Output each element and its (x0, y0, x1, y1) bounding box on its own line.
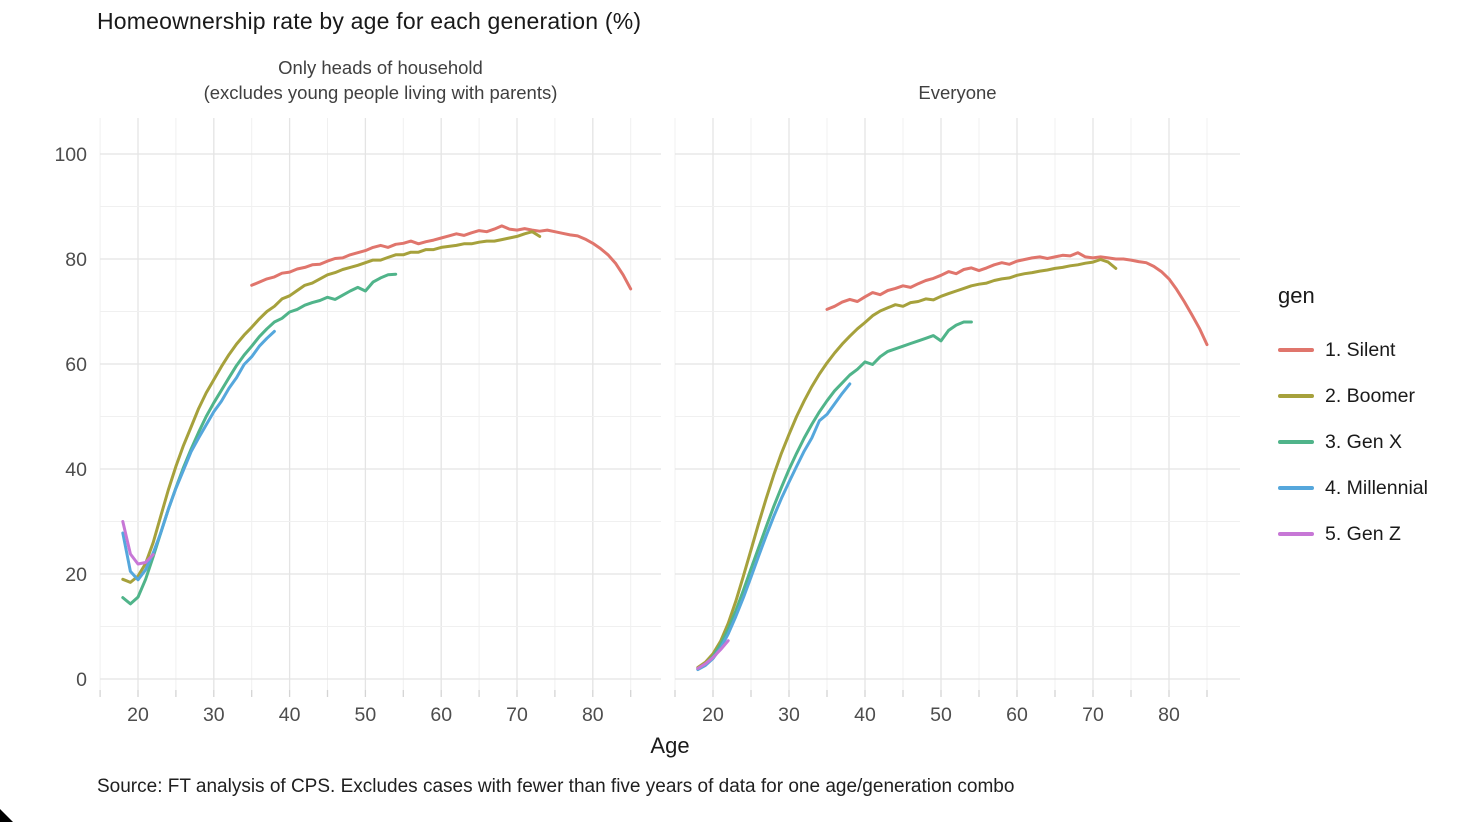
facet-title-line1: Everyone (918, 82, 997, 103)
x-tick-label: 60 (430, 704, 452, 726)
y-tick-label: 100 (54, 144, 87, 166)
y-tick-label: 80 (65, 249, 87, 271)
legend-key-line-genz (1278, 532, 1314, 536)
legend-key-line-millennial (1278, 486, 1314, 490)
series-line-genz (121, 520, 155, 566)
series-line-genx (696, 320, 973, 671)
y-tick-label: 20 (65, 564, 87, 586)
series-line-genz (696, 639, 730, 670)
legend-label: 3. Gen X (1325, 430, 1402, 453)
legend-key-line-genx (1278, 440, 1314, 444)
x-tick-label: 40 (854, 704, 876, 726)
facet-title-line1: Only heads of household (278, 57, 483, 78)
legend-label: 4. Millennial (1325, 476, 1428, 499)
legend-title: gen (1278, 283, 1315, 308)
series-line-boomer (696, 258, 1118, 669)
legend-label: 5. Gen Z (1325, 522, 1401, 545)
series-line-silent (250, 224, 633, 291)
series-line-genx (121, 272, 398, 606)
legend-item-genz: 5. Gen Z (1278, 511, 1428, 557)
legend-item-genx: 3. Gen X (1278, 419, 1428, 465)
source-note: Source: FT analysis of CPS. Excludes cas… (97, 776, 1015, 797)
series-line-silent (825, 251, 1209, 347)
legend-item-silent: 1. Silent (1278, 327, 1428, 373)
legend-item-millennial: 4. Millennial (1278, 465, 1428, 511)
x-tick-label: 70 (1082, 704, 1104, 726)
facet-title-heads-of-household: Only heads of household (excludes young … (100, 55, 661, 105)
legend: gen 1. Silent 2. Boomer 3. Gen X 4. Mill… (1278, 283, 1428, 557)
legend-key-line-boomer (1278, 394, 1314, 398)
legend-key-line-silent (1278, 348, 1314, 352)
x-tick-label: 20 (702, 704, 724, 726)
x-axis-title: Age (650, 733, 690, 758)
x-tick-label: 60 (1006, 704, 1028, 726)
y-tick-label: 60 (65, 354, 87, 376)
x-tick-label: 80 (582, 704, 604, 726)
x-tick-label: 20 (127, 704, 149, 726)
y-tick-label: 0 (76, 669, 87, 691)
facet-title-line2: (excludes young people living with paren… (203, 82, 558, 103)
x-tick-label: 50 (930, 704, 952, 726)
x-tick-label: 80 (1158, 704, 1180, 726)
legend-item-boomer: 2. Boomer (1278, 373, 1428, 419)
y-tick-label: 40 (65, 459, 87, 481)
facet-title-everyone: Everyone (675, 55, 1240, 105)
series-line-boomer (121, 230, 542, 584)
corner-cursor-artifact (0, 809, 13, 822)
x-tick-label: 30 (203, 704, 225, 726)
series-line-millennial (696, 382, 852, 671)
x-tick-label: 40 (279, 704, 301, 726)
legend-label: 1. Silent (1325, 338, 1396, 361)
legend-label: 2. Boomer (1325, 384, 1415, 407)
x-tick-label: 70 (506, 704, 528, 726)
x-tick-label: 50 (355, 704, 377, 726)
x-tick-label: 30 (778, 704, 800, 726)
series-line-millennial (121, 329, 276, 582)
chart-title: Homeownership rate by age for each gener… (97, 8, 642, 34)
